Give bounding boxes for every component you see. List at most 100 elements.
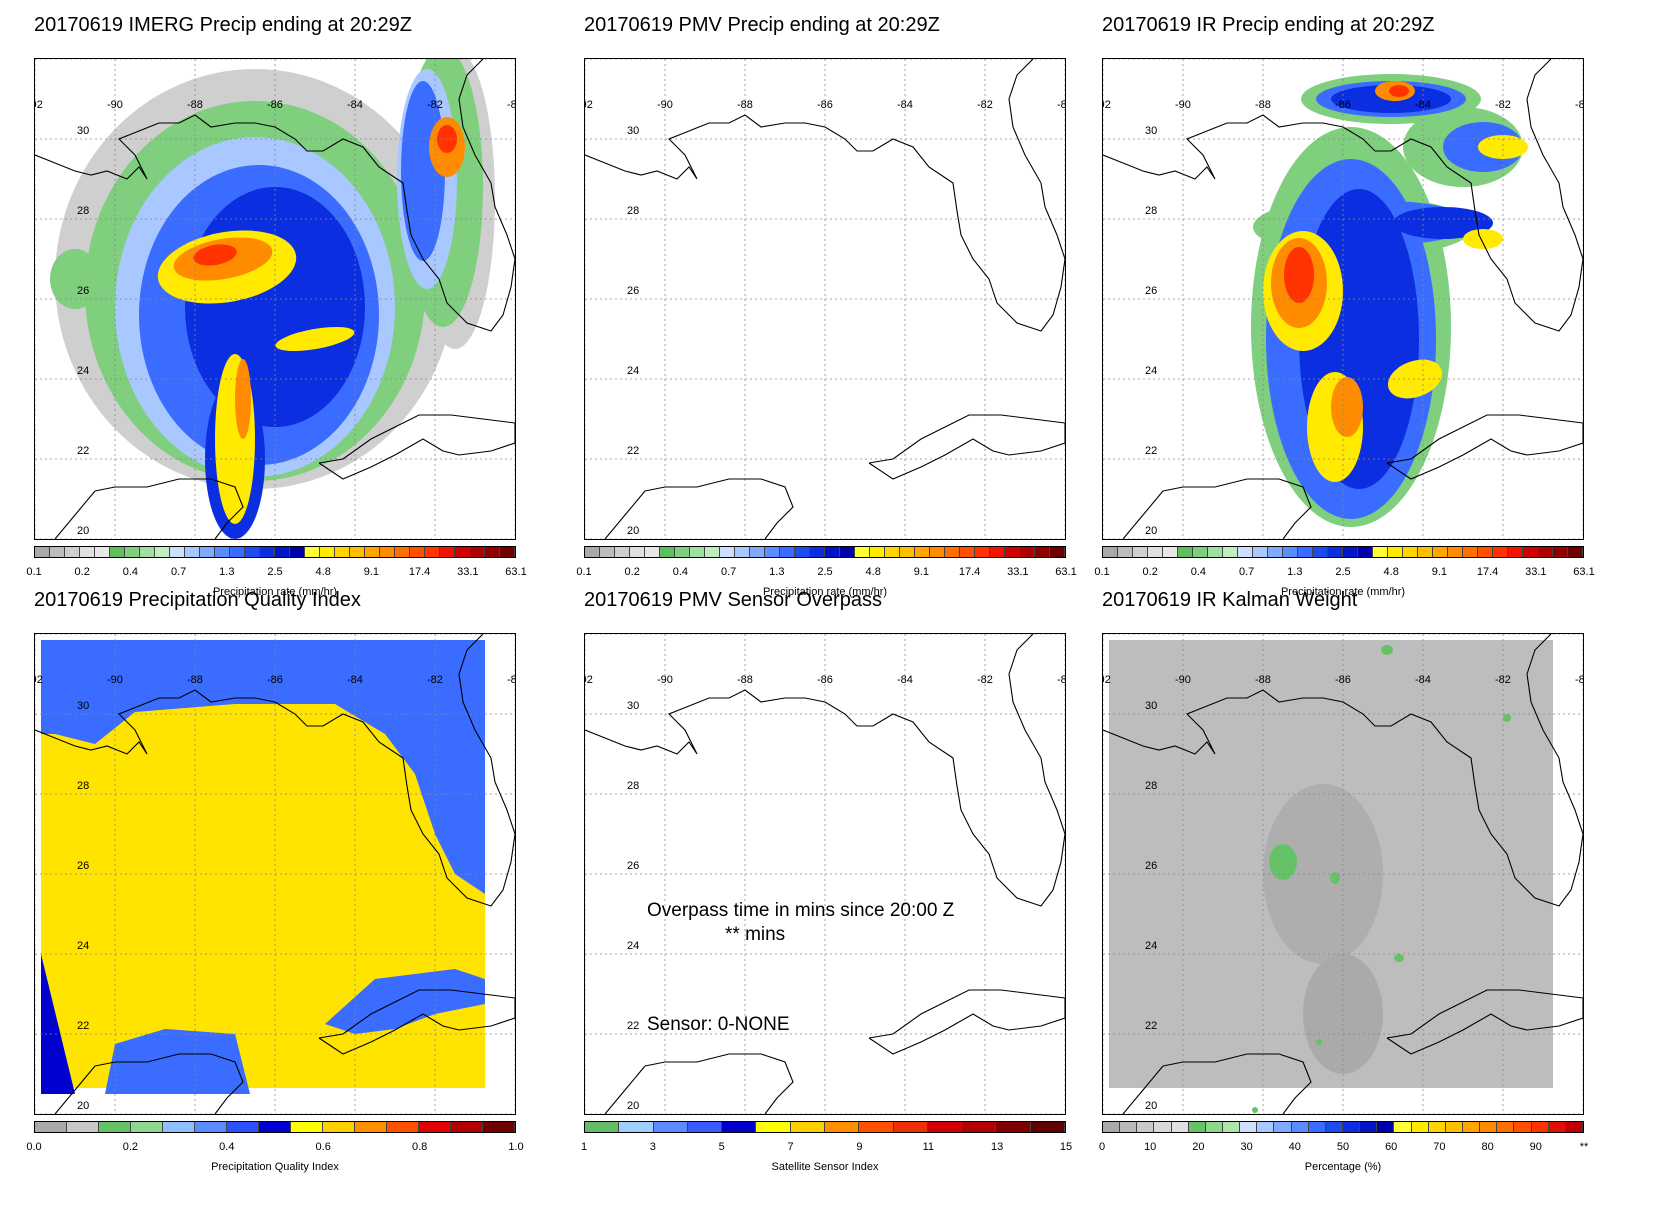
color-bar-swatch [765,547,780,557]
color-bar-swatch [1462,1122,1481,1132]
color-bar-tick: 17.4 [408,566,431,578]
color-bar-label: Precipitation Quality Index [211,1161,339,1173]
color-bar-tick: 33.1 [1525,566,1547,578]
color-bar-swatch [1163,547,1178,557]
latitude-label: 22 [1145,445,1158,457]
color-bar [584,1121,1066,1133]
color-bar-swatch [1208,547,1223,557]
precip-cell [1252,1107,1258,1113]
color-bar-swatch [1050,547,1065,557]
color-bar-swatch [756,1122,791,1132]
color-bar-swatch [305,547,320,557]
map-svg [585,59,1065,539]
latitude-label: 20 [627,1100,640,1112]
latitude-label: 30 [77,125,90,137]
color-bar-tick: 4.8 [865,566,881,578]
color-bar-swatch [1137,1122,1155,1132]
color-bar-swatch [927,1122,963,1132]
longitude-label: -92 [1103,674,1111,686]
color-bar-swatch [323,1122,355,1132]
color-bar-tick: 50 [1336,1141,1350,1153]
longitude-label: -82 [427,99,443,111]
color-bar-swatch [893,1122,928,1132]
color-bar-tick: ** [1579,1141,1589,1153]
color-bar-swatch [996,1122,1031,1132]
color-bar-swatch [1240,1122,1258,1132]
color-bar-swatch [131,1122,163,1132]
precip-cell [1463,229,1503,249]
color-bar-tick: 0.8 [411,1141,428,1153]
color-bar-swatch [675,547,690,557]
latitude-label: 22 [77,1020,90,1032]
color-bar-tick: 0.2 [122,1141,139,1153]
longitude-label: -82 [1495,99,1511,111]
longitude-label: -88 [1255,674,1271,686]
map-area: -92-90-88-86-84-82-8032302826242220 [1102,633,1584,1115]
latitude-label: 22 [627,1020,640,1032]
color-bar-swatch [600,547,615,557]
color-bar-tick: 70 [1433,1141,1446,1153]
color-bar-swatch [410,547,425,557]
latitude-label: 28 [1145,205,1158,217]
latitude-label: 26 [1145,285,1158,297]
latitude-label: 20 [627,525,640,537]
color-bar-swatch [735,547,750,557]
color-bar-tick: 33.1 [1007,566,1029,578]
quality-region [105,1029,250,1094]
color-bar-swatch [619,1122,654,1132]
color-bar-swatch [1325,1122,1343,1132]
coastline [1122,1065,1164,1114]
color-bar-swatch [1565,1122,1583,1132]
color-bar-swatch [470,547,485,557]
color-bar-tick: 7 [787,1141,794,1153]
color-bar-tick: 0.2 [624,566,640,578]
precip-cell [235,359,251,439]
color-bar-swatch [1523,547,1538,557]
color-bar-swatch [690,547,705,557]
latitude-label: 30 [1145,125,1158,137]
color-bar-swatch [1342,1122,1361,1132]
color-bar-swatch [395,547,410,557]
color-bar-swatch [1343,547,1358,557]
color-bar-swatch [195,1122,227,1132]
color-bar [1102,1121,1584,1133]
color-bar-swatch [1497,1122,1515,1132]
latitude-label: 30 [77,700,90,712]
longitude-label: -88 [187,674,203,686]
longitude-label: -90 [107,99,123,111]
color-bar-swatch [387,1122,419,1132]
color-bar-swatch [259,1122,291,1132]
color-bar-swatch [1171,1122,1189,1132]
color-bar-swatch [95,547,110,557]
color-bar-swatch [365,547,380,557]
color-bar-swatch [705,547,720,557]
color-bar-swatch [1388,547,1403,557]
color-bar-swatch [1514,1122,1532,1132]
panel-title: 20170619 IMERG Precip ending at 20:29Z [34,14,413,36]
longitude-label: -86 [1335,674,1351,686]
latitude-label: 26 [77,860,90,872]
color-bar-swatch [110,547,125,557]
latitude-label: 28 [627,205,640,217]
color-bar-swatch [687,1122,723,1132]
color-bar-swatch [1291,1122,1309,1132]
coastline [54,490,96,539]
precip-cell [1478,135,1528,159]
longitude-label: -80 [1057,674,1065,686]
color-bar-swatch [1548,1122,1566,1132]
color-bar-swatch [65,547,80,557]
latitude-label: 20 [1145,1100,1158,1112]
color-bar-swatch [1268,547,1283,557]
panel-title: 20170619 IR Kalman Weight [1102,589,1358,611]
precip-cell [1381,645,1393,655]
color-bar-swatch [320,547,335,557]
color-bar-tick: 60 [1385,1141,1398,1153]
coastline [94,1053,244,1114]
color-bar-swatch [990,547,1005,557]
color-bar-tick: 0.2 [74,566,90,578]
color-bar-tick: 20 [1192,1141,1205,1153]
map-panel: 20170619 IR Precip ending at 20:29Z -92 -9… [1068,0,1608,600]
color-bar-swatch [1328,547,1343,557]
longitude-label: -86 [267,674,283,686]
coastline [1386,414,1583,480]
